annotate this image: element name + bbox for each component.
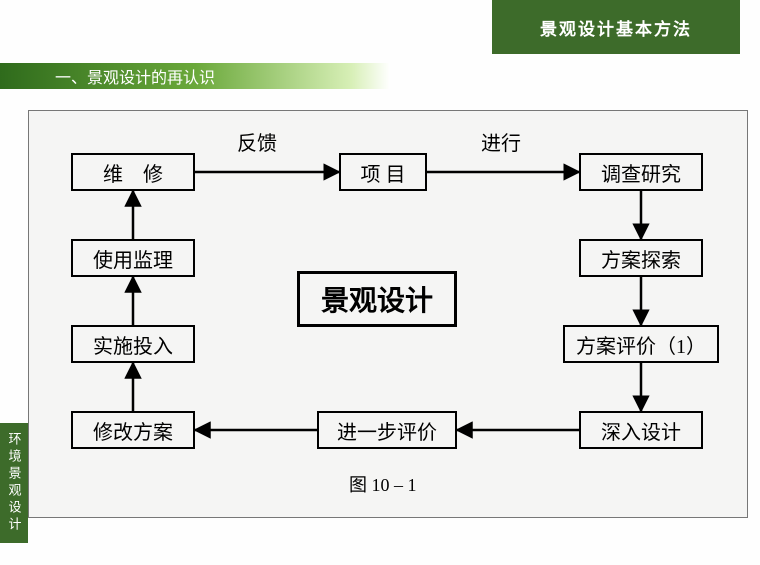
side-tab: 环境景观设计 — [0, 423, 28, 543]
sub-banner: 一、景观设计的再认识 — [0, 63, 390, 89]
node-deepen: 深入设计 — [579, 411, 703, 449]
node-maintain: 维 修 — [71, 153, 195, 191]
node-implement: 实施投入 — [71, 325, 195, 363]
node-project: 项 目 — [339, 153, 427, 191]
top-banner: 景观设计基本方法 — [492, 0, 740, 54]
node-further: 进一步评价 — [317, 411, 457, 449]
node-center: 景观设计 — [297, 271, 457, 327]
diagram-caption: 图 10 – 1 — [349, 471, 417, 497]
node-monitor: 使用监理 — [71, 239, 195, 277]
node-revise: 修改方案 — [71, 411, 195, 449]
edge-label-1: 进行 — [481, 127, 521, 156]
edge-label-0: 反馈 — [237, 127, 277, 156]
flowchart-diagram: 图 10 – 1 维 修 项 目 调查研究使用监理 方案探索实施投入 方案评价（1） 修改… — [28, 110, 748, 518]
node-survey: 调查研究 — [579, 153, 703, 191]
node-explore: 方案探索 — [579, 239, 703, 277]
node-evaluate1: 方案评价（1） — [563, 325, 719, 363]
